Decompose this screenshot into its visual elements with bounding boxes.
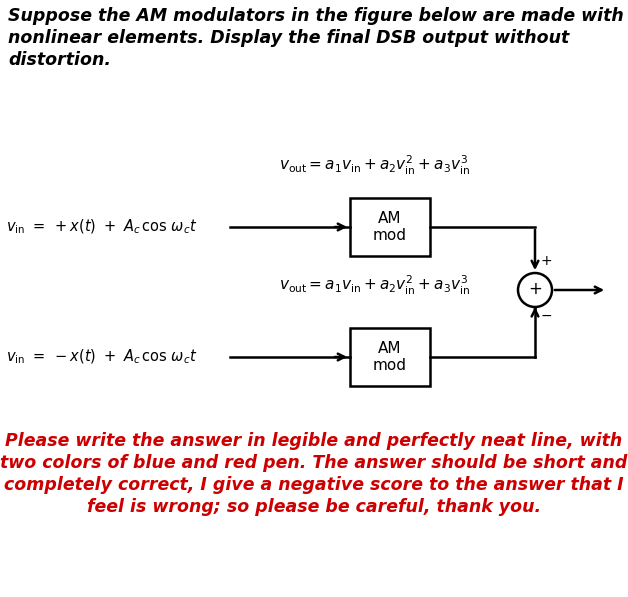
- Text: $v_\mathrm{out} = a_1 v_\mathrm{in} + a_2 v_\mathrm{in}^2 + a_3 v_\mathrm{in}^3$: $v_\mathrm{out} = a_1 v_\mathrm{in} + a_…: [279, 154, 470, 177]
- Text: two colors of blue and red pen. The answer should be short and: two colors of blue and red pen. The answ…: [0, 454, 628, 472]
- Text: feel is wrong; so please be careful, thank you.: feel is wrong; so please be careful, tha…: [87, 498, 541, 516]
- Circle shape: [518, 273, 552, 307]
- Text: +: +: [541, 254, 553, 268]
- Text: Please write the answer in legible and perfectly neat line, with: Please write the answer in legible and p…: [6, 432, 622, 450]
- Text: completely correct, I give a negative score to the answer that I: completely correct, I give a negative sc…: [4, 476, 624, 494]
- Text: AM
mod: AM mod: [373, 211, 407, 243]
- Text: distortion.: distortion.: [8, 51, 111, 69]
- Text: AM
mod: AM mod: [373, 341, 407, 373]
- Text: Suppose the AM modulators in the figure below are made with: Suppose the AM modulators in the figure …: [8, 7, 624, 25]
- Text: −: −: [541, 309, 553, 323]
- Text: $v_\mathrm{in}\ =\ -x(t)\ +\ A_c\,\cos\,\omega_c t$: $v_\mathrm{in}\ =\ -x(t)\ +\ A_c\,\cos\,…: [6, 348, 197, 366]
- Bar: [350, 198, 430, 256]
- Text: nonlinear elements. Display the final DSB output without: nonlinear elements. Display the final DS…: [8, 29, 569, 47]
- Text: $v_\mathrm{in}\ =\ +x(t)\ +\ A_c\,\cos\,\omega_c t$: $v_\mathrm{in}\ =\ +x(t)\ +\ A_c\,\cos\,…: [6, 218, 197, 236]
- Text: $v_\mathrm{out} = a_1 v_\mathrm{in} + a_2 v_\mathrm{in}^2 + a_3 v_\mathrm{in}^3$: $v_\mathrm{out} = a_1 v_\mathrm{in} + a_…: [279, 274, 470, 297]
- Text: +: +: [528, 280, 542, 298]
- Bar: [350, 328, 430, 386]
